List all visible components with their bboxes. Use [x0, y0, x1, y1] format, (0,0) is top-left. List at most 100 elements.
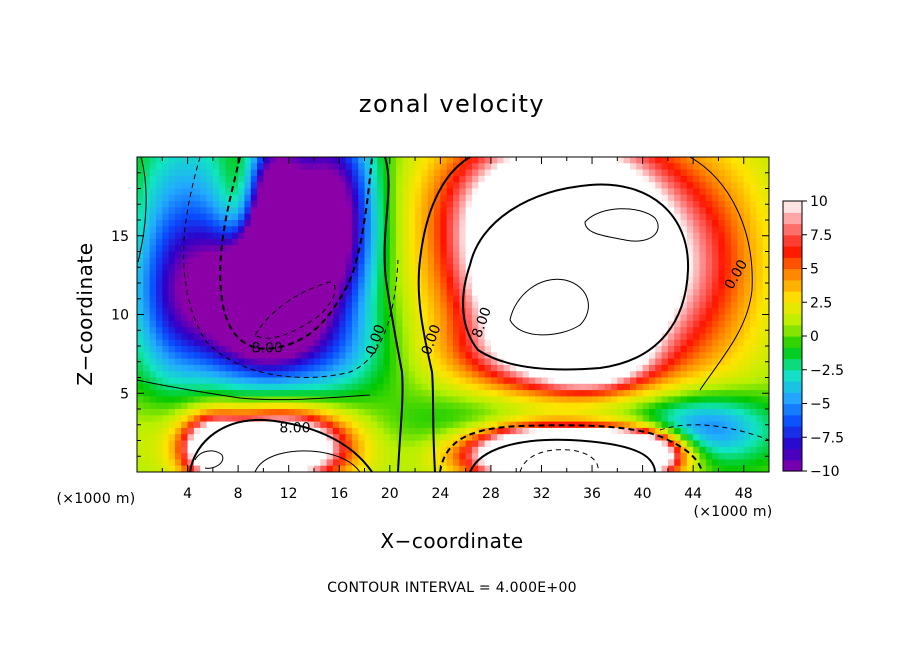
heatmap-cell [648, 333, 656, 341]
heatmap-cell [427, 314, 435, 322]
heatmap-cell [497, 226, 505, 234]
heatmap-cell [497, 440, 505, 448]
heatmap-cell [143, 446, 151, 454]
heatmap-cell [459, 238, 467, 246]
heatmap-cell [522, 434, 530, 442]
heatmap-cell [655, 182, 663, 190]
heatmap-cell [490, 213, 498, 221]
heatmap-cell [206, 175, 214, 183]
heatmap-cell [421, 459, 429, 467]
heatmap-cell [604, 465, 612, 472]
heatmap-cell [377, 276, 385, 284]
heatmap-cell [408, 213, 416, 221]
heatmap-cell [269, 459, 277, 467]
heatmap-cell [377, 427, 385, 435]
heatmap-cell [193, 270, 201, 278]
heatmap-cell [566, 446, 574, 454]
heatmap-cell [535, 238, 543, 246]
heatmap-cell [187, 371, 195, 379]
heatmap-cell [535, 327, 543, 334]
heatmap-cell [427, 169, 435, 177]
heatmap-cell [642, 390, 650, 397]
heatmap-cell [415, 213, 422, 221]
heatmap-cell [648, 339, 656, 347]
heatmap-cell [629, 415, 637, 423]
heatmap-cell [737, 333, 745, 341]
heatmap-cell [408, 220, 416, 227]
heatmap-cell [313, 396, 321, 404]
heatmap-cell [440, 465, 448, 472]
heatmap-cell [623, 188, 631, 196]
heatmap-cell [712, 339, 720, 347]
heatmap-cell [680, 465, 688, 472]
heatmap-cell [617, 314, 625, 322]
heatmap-cell [585, 453, 593, 460]
heatmap-cell [295, 220, 302, 227]
heatmap-cell [459, 182, 467, 190]
heatmap-cell [623, 383, 631, 391]
heatmap-cell [705, 175, 713, 183]
heatmap-cell [358, 333, 366, 341]
heatmap-cell [743, 245, 751, 253]
heatmap-cell [276, 390, 283, 397]
heatmap-cell [244, 396, 252, 404]
heatmap-cell [592, 264, 599, 271]
heatmap-cell [244, 308, 252, 316]
heatmap-cell [326, 377, 334, 385]
heatmap-cell [231, 346, 239, 353]
heatmap-cell [528, 276, 536, 284]
heatmap-cell [471, 201, 479, 208]
heatmap-cell [332, 364, 340, 372]
heatmap-cell [446, 276, 454, 284]
heatmap-cell [459, 169, 467, 177]
heatmap-cell [212, 283, 220, 290]
heatmap-cell [225, 308, 233, 316]
heatmap-cell [396, 377, 404, 385]
heatmap-cell [295, 276, 302, 284]
heatmap-cell [484, 301, 492, 309]
heatmap-cell [743, 346, 751, 353]
heatmap-cell [497, 364, 505, 372]
heatmap-cell [408, 396, 416, 404]
heatmap-cell [509, 346, 517, 353]
heatmap-cell [345, 415, 353, 423]
heatmap-cell [193, 264, 201, 271]
heatmap-cell [724, 295, 732, 303]
heatmap-cell [756, 415, 764, 423]
heatmap-cell [301, 163, 309, 171]
heatmap-cell [162, 409, 170, 416]
heatmap-cell [750, 201, 757, 208]
heatmap-cell [389, 327, 397, 334]
heatmap-cell [212, 270, 220, 278]
heatmap-cell [181, 251, 189, 259]
heatmap-cell [756, 207, 764, 215]
heatmap-cell [212, 182, 220, 190]
heatmap-cell [554, 238, 562, 246]
heatmap-cell [743, 390, 751, 397]
heatmap-cell [200, 453, 208, 460]
heatmap-cell [478, 415, 486, 423]
heatmap-cell [699, 453, 707, 460]
heatmap-cell [263, 377, 271, 385]
heatmap-cell [244, 427, 252, 435]
heatmap-cell [705, 182, 713, 190]
heatmap-cell [225, 402, 233, 410]
heatmap-cell [339, 459, 347, 467]
heatmap-cell [257, 465, 264, 472]
heatmap-cell [459, 383, 467, 391]
heatmap-cell [383, 390, 391, 397]
heatmap-cell [339, 320, 347, 328]
heatmap-cell [604, 446, 612, 454]
heatmap-cell [263, 201, 271, 208]
heatmap-cell [478, 346, 486, 353]
heatmap-cell [541, 238, 549, 246]
heatmap-cell [434, 371, 441, 379]
heatmap-cell [648, 220, 656, 227]
heatmap-cell [263, 157, 271, 164]
heatmap-cell [617, 358, 625, 366]
heatmap-cell [301, 257, 309, 265]
heatmap-cell [554, 434, 562, 442]
heatmap-cell [351, 390, 359, 397]
heatmap-cell [389, 453, 397, 460]
heatmap-cell [206, 182, 214, 190]
